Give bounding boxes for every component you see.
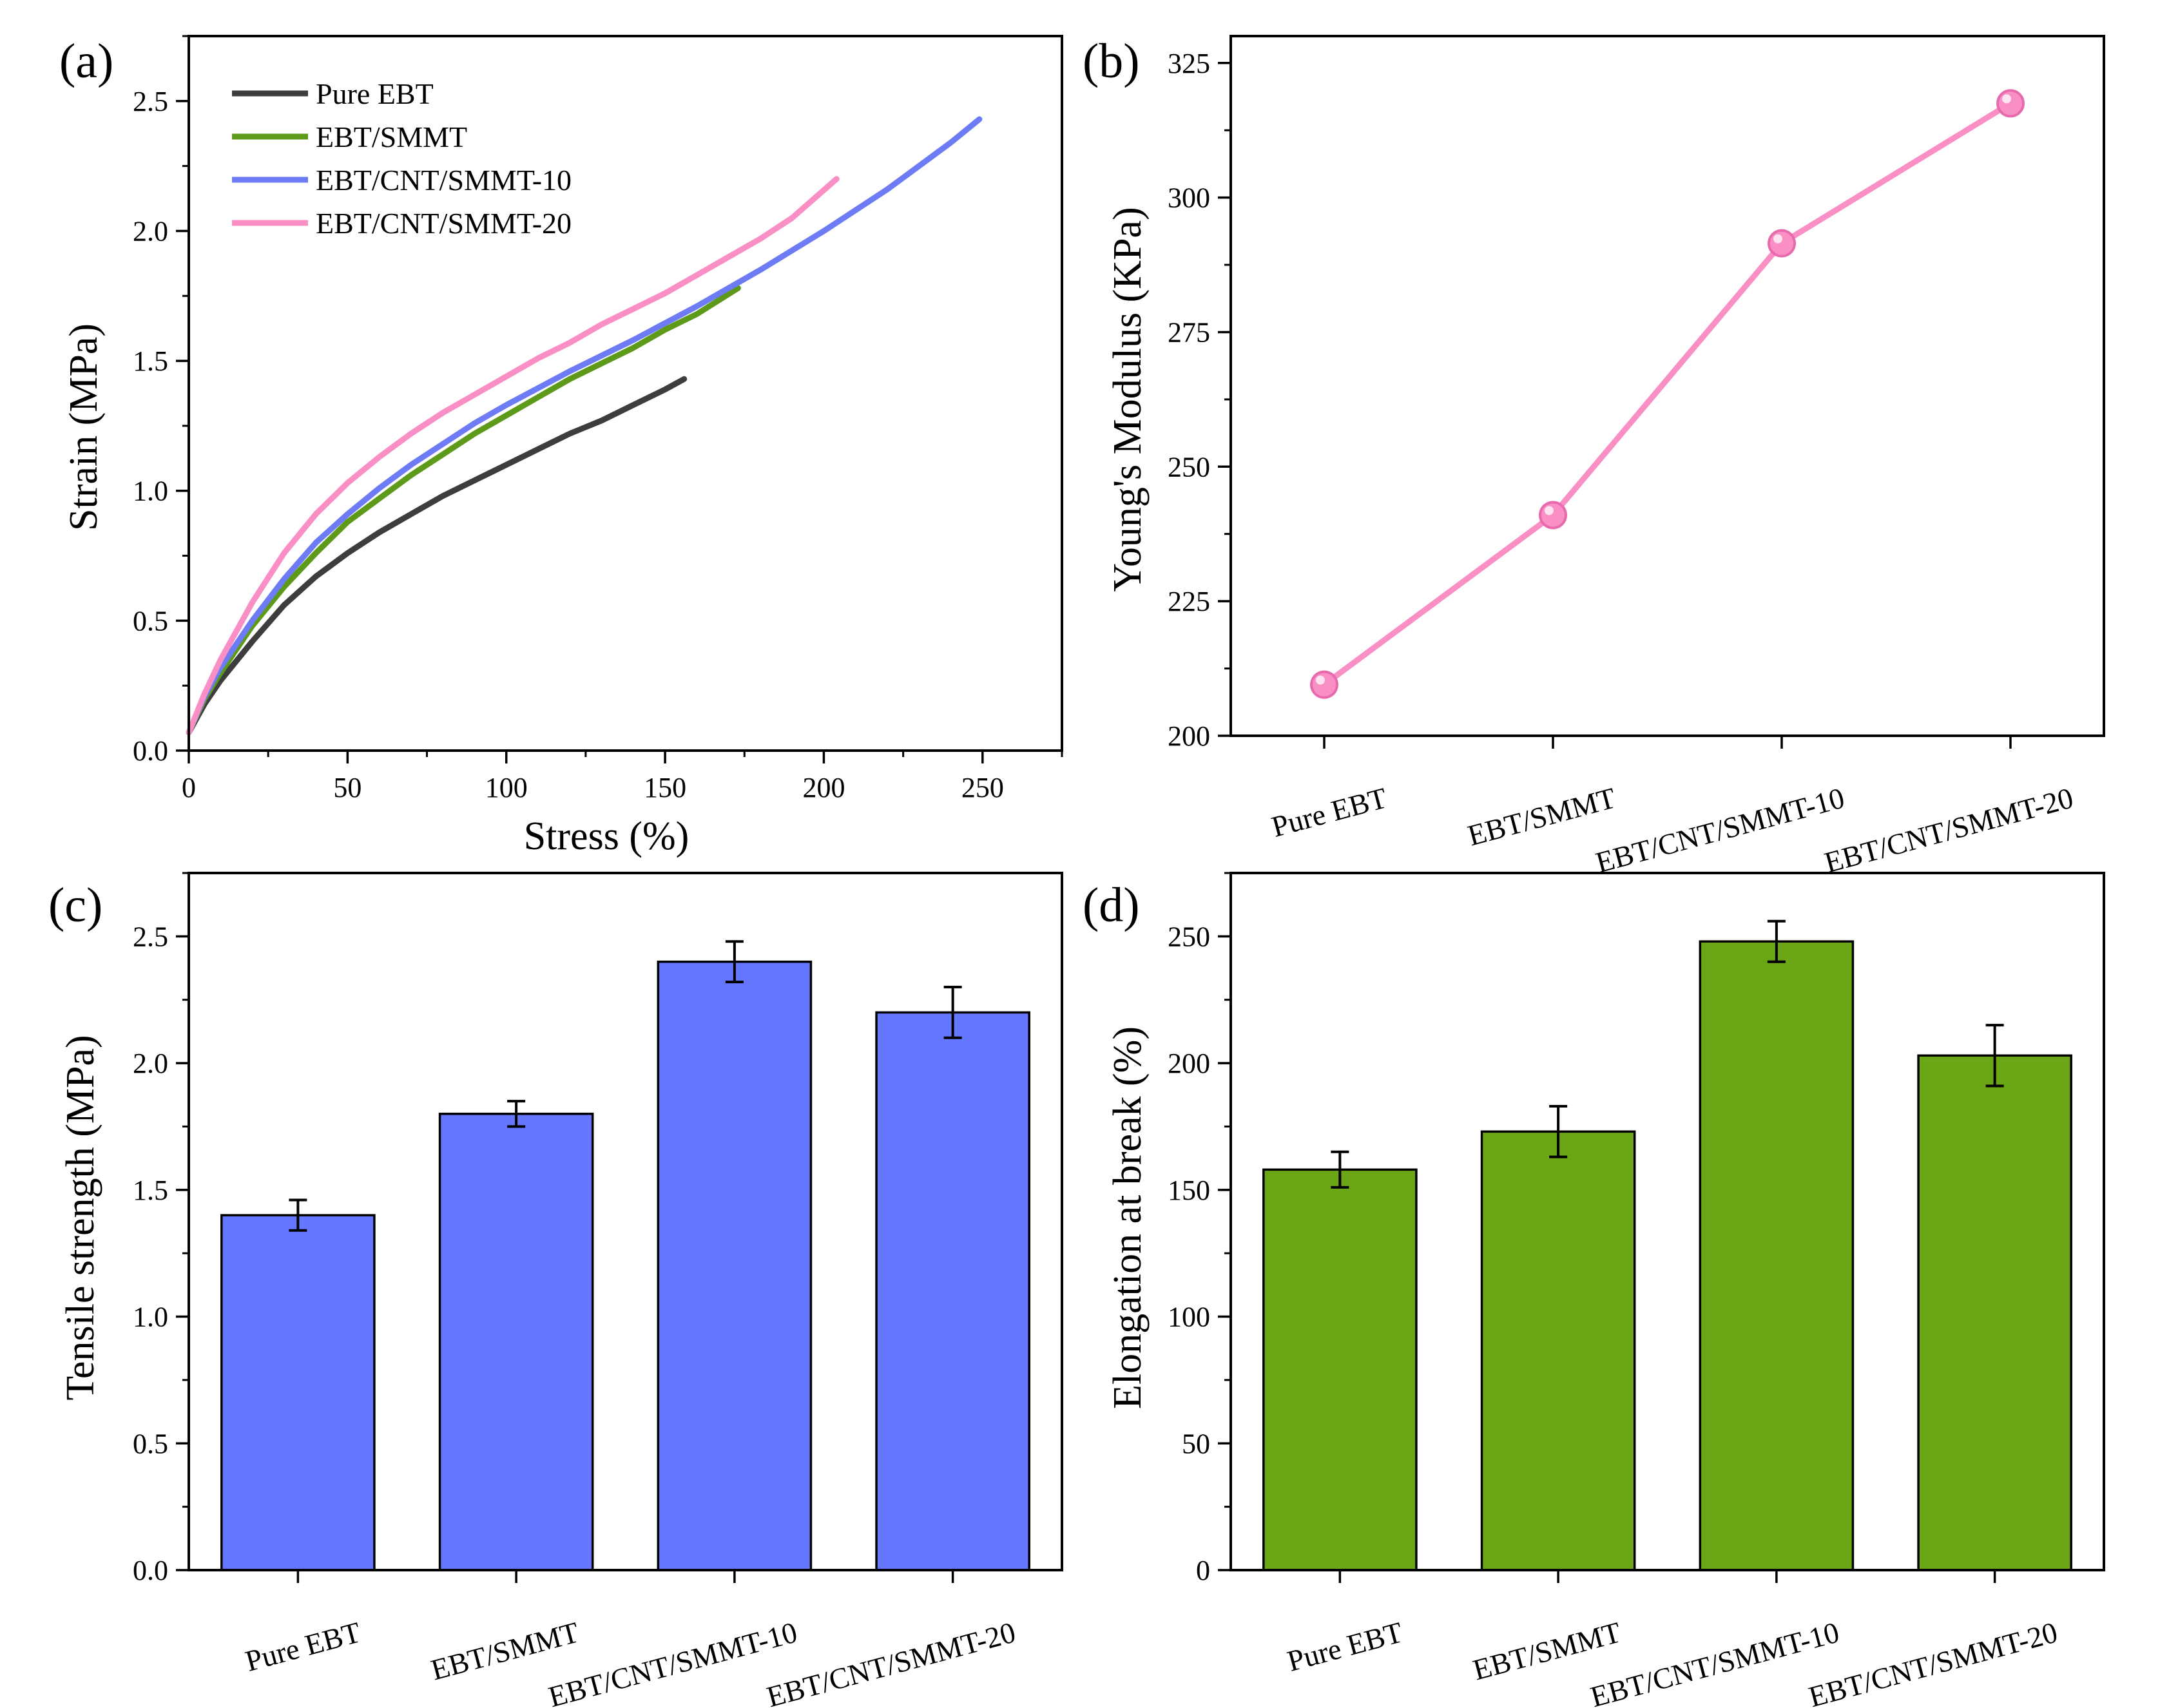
panel-d-y-tick-label: 100 (1168, 1301, 1210, 1333)
modulus-point-highlight (1545, 506, 1554, 515)
panel-a-x-tick-label: 100 (485, 772, 528, 803)
panel-b-y-axis-title: Young's Modulus (KPa) (1106, 207, 1150, 591)
panel-b-y-tick-label: 325 (1168, 48, 1210, 79)
modulus-point (1996, 89, 2025, 118)
legend-label: EBT/CNT/SMMT-10 (316, 164, 572, 197)
series-line-ebt-cnt-smmt-10 (186, 116, 983, 736)
panel-c-frame (188, 872, 1063, 1571)
panel-b-y-tick-label: 275 (1168, 316, 1210, 348)
bar-ebt-cnt-smmt-20 (1917, 1054, 2072, 1571)
bar-ebt-smmt (1480, 1130, 1636, 1571)
panel-b-label: (b) (1083, 34, 1140, 88)
legend-label: Pure EBT (316, 77, 434, 110)
panel-c-y-tick-label: 1.5 (133, 1175, 168, 1206)
modulus-point-highlight (1773, 234, 1782, 244)
panel-a-x-axis-title: Stress (%) (524, 814, 689, 858)
modulus-point (1539, 501, 1567, 530)
panel-b-line (1310, 89, 2025, 699)
panel-d-y-tick-label: 0 (1196, 1555, 1210, 1586)
panel-a-x-tick-label: 200 (802, 772, 845, 803)
legend-label: EBT/CNT/SMMT-20 (316, 207, 572, 240)
series-line-ebt-cnt-smmt-20 (186, 176, 840, 736)
panel-a-y-tick-label: 2.0 (133, 215, 168, 247)
panel-a-x-tick-label: 0 (182, 772, 196, 803)
panel-d-y-tick-label: 50 (1182, 1428, 1210, 1459)
bar-ebt-smmt (438, 1113, 594, 1571)
bar-ebt-cnt-smmt-20 (875, 1011, 1030, 1571)
panel-a-x-tick-label: 250 (961, 772, 1004, 803)
panel-a-y-tick-label: 0.0 (133, 735, 168, 767)
panel-a-y-tick-label: 0.5 (133, 605, 168, 637)
series-line-pure-ebt (186, 376, 688, 736)
panel-a-ticks: 0.0 0.5 1.0 1.5 2.0 2.5 0 50 100 150 200 250 (133, 35, 1063, 803)
legend-label: EBT/SMMT (316, 120, 467, 153)
panel-a-stress-strain: 0.0 0.5 1.0 1.5 2.0 2.5 0 50 100 150 200 250 (a) St… (59, 34, 1063, 858)
panel-a-label: (a) (59, 34, 113, 88)
modulus-point-highlight (2002, 94, 2011, 104)
panel-b-y-tick-label: 225 (1168, 586, 1210, 617)
panel-a-y-tick-label: 1.0 (133, 475, 168, 507)
modulus-point (1768, 229, 1796, 258)
modulus-point-highlight (1316, 675, 1325, 685)
panel-d-frame (1229, 872, 2105, 1571)
panel-c-y-tick-label: 0.0 (133, 1555, 168, 1586)
panel-d-bars (1262, 919, 2072, 1571)
bar-ebt-cnt-smmt-10 (657, 960, 813, 1571)
panel-c-label: (c) (48, 878, 102, 932)
panel-d-label: (d) (1083, 878, 1140, 932)
panel-a-legend: Pure EBT EBT/SMMT EBT/CNT/SMMT-10 EBT/CNT/S… (232, 77, 572, 240)
panel-c-y-tick-label: 0.5 (133, 1428, 168, 1459)
panel-c-y-axis-title: Tensile strength (MPa) (59, 1035, 102, 1400)
panel-c-y-tick-label: 2.5 (133, 921, 168, 952)
panel-d-y-axis-title: Elongation at break (%) (1106, 1026, 1150, 1409)
panel-b-frame (1229, 35, 2105, 737)
panel-d-y-tick-label: 250 (1168, 921, 1210, 952)
bar-ebt-cnt-smmt-10 (1699, 940, 1855, 1571)
panel-a-y-axis-title: Strain (MPa) (62, 323, 106, 531)
panel-b-y-tick-label: 250 (1168, 451, 1210, 483)
panel-c-y-tick-label: 2.0 (133, 1048, 168, 1079)
modulus-line (1322, 101, 2012, 687)
panel-a-x-tick-label: 150 (644, 772, 686, 803)
panel-d-y-tick-label: 150 (1168, 1175, 1210, 1206)
bar-pure-ebt (1262, 1168, 1418, 1571)
panel-a-x-tick-label: 50 (333, 772, 362, 803)
panel-b-y-tick-label: 200 (1168, 720, 1210, 752)
panel-c-bars (220, 940, 1030, 1571)
panel-b-y-tick-label: 300 (1168, 182, 1210, 214)
panel-a-y-tick-label: 2.5 (133, 86, 168, 117)
modulus-point (1310, 670, 1338, 699)
panel-a-frame (188, 35, 1063, 752)
panel-c-y-tick-label: 1.0 (133, 1301, 168, 1333)
panel-a-y-tick-label: 1.5 (133, 345, 168, 377)
panel-a-curves (186, 116, 983, 736)
bar-pure-ebt (220, 1214, 376, 1571)
panel-d-y-tick-label: 200 (1168, 1048, 1210, 1079)
